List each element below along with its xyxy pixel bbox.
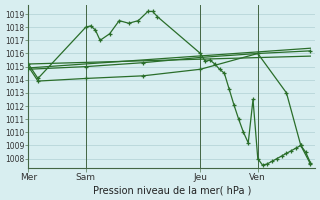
X-axis label: Pression niveau de la mer( hPa ): Pression niveau de la mer( hPa ) (92, 185, 251, 195)
